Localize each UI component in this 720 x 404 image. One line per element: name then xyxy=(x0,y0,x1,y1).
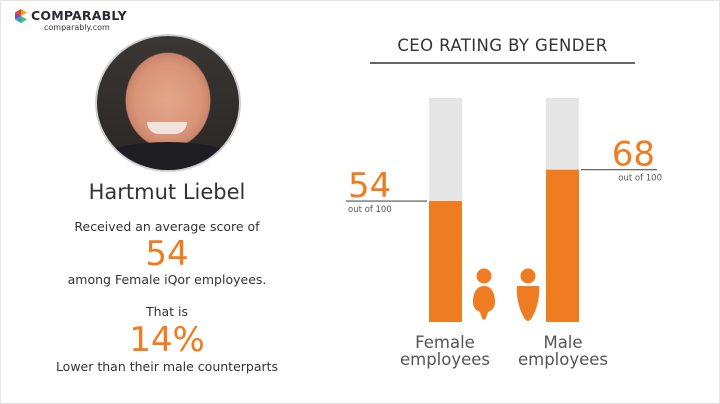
sublabel-female: out of 100 xyxy=(348,205,392,215)
score-context-text: among Female iQor employees. xyxy=(67,272,267,287)
comparison-intro-text: That is xyxy=(145,304,189,319)
male-person-icon-head xyxy=(520,268,536,284)
value-label-female: 54 xyxy=(348,166,391,206)
chart-title: CEO RATING BY GENDER xyxy=(397,36,608,55)
male-person-icon xyxy=(516,286,540,321)
category-label-female: Female employees xyxy=(390,334,500,368)
category-label-male: Male employees xyxy=(508,334,618,368)
comparably-logo-icon xyxy=(15,9,27,23)
sublabel-male: out of 100 xyxy=(618,174,662,184)
comparison-context-text: Lower than their male counterparts xyxy=(55,359,279,374)
female-score-value: 54 xyxy=(145,234,189,274)
bar-fill-male xyxy=(546,169,579,322)
category-label-line: employees xyxy=(517,350,609,369)
difference-value: 14% xyxy=(129,320,205,360)
bar-fill-female xyxy=(429,201,462,322)
category-label-line: employees xyxy=(399,350,491,369)
female-person-icon-head xyxy=(476,268,492,284)
brand-name: COMPARABLY xyxy=(31,8,127,23)
ceo-portrait-photo xyxy=(95,34,241,172)
brand-url: comparably.com xyxy=(44,23,110,32)
ceo-name: Hartmut Liebel xyxy=(88,180,246,204)
female-person-icon xyxy=(473,286,495,320)
category-label-line: Female xyxy=(415,333,475,352)
score-intro-text: Received an average score of xyxy=(74,219,260,234)
category-label-line: Male xyxy=(543,333,583,352)
value-label-male: 68 xyxy=(612,135,655,175)
chart-title-rule xyxy=(370,62,635,64)
